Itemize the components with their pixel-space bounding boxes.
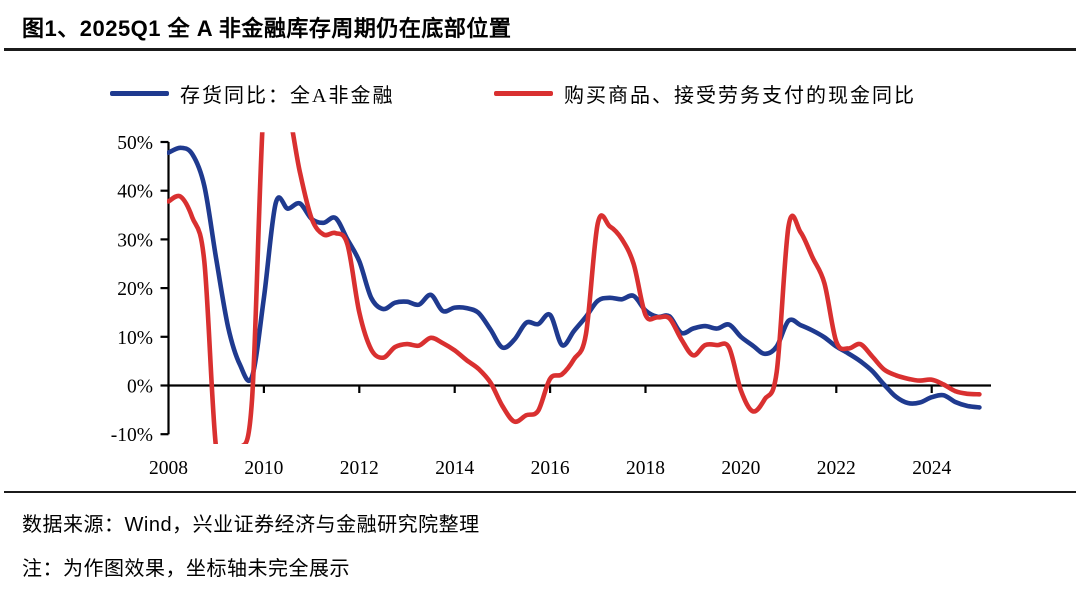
data-source-text: 数据来源：Wind，兴业证券经济与金融研究院整理 — [22, 514, 480, 536]
x-tick-label: 2020 — [721, 458, 760, 479]
y-tick-label: 50% — [117, 133, 153, 154]
legend-label-inventory-yoy: 存货同比：全A非金融 — [180, 85, 395, 107]
legend-label-cash-paid-yoy: 购买商品、接受劳务支付的现金同比 — [564, 85, 916, 107]
title-divider-rule — [4, 48, 1076, 51]
y-tick-label: -10% — [111, 425, 153, 446]
chart-note-text: 注：为作图效果，坐标轴未完全展示 — [22, 558, 350, 580]
y-tick-label: 0% — [127, 377, 153, 398]
legend-swatch-blue-line — [110, 91, 169, 96]
series-line-cash-paid-yoy — [167, 132, 982, 444]
x-tick-label: 2012 — [340, 458, 379, 479]
x-tick-label: 2018 — [626, 458, 665, 479]
x-tick-label: 2024 — [912, 458, 951, 479]
x-tick-label: 2010 — [244, 458, 283, 479]
chart-footer-divider-rule — [4, 491, 1076, 493]
x-tick-label: 2008 — [149, 458, 188, 479]
legend-item-inventory-yoy: 存货同比：全A非金融 — [110, 79, 394, 108]
y-tick-label: 20% — [117, 279, 153, 300]
page-title: 图1、2025Q1 全 A 非金融库存周期仍在底部位置 — [22, 16, 512, 41]
x-tick-label: 2022 — [817, 458, 856, 479]
y-tick-label: 10% — [117, 328, 153, 349]
legend-swatch-red-line — [494, 91, 553, 96]
legend-item-cash-paid-yoy: 购买商品、接受劳务支付的现金同比 — [494, 79, 916, 108]
series-line-inventory-yoy — [167, 145, 982, 410]
x-tick-label: 2014 — [435, 458, 474, 479]
y-tick-label: 40% — [117, 182, 153, 203]
x-tick-label: 2016 — [531, 458, 570, 479]
y-tick-label: 30% — [117, 230, 153, 251]
